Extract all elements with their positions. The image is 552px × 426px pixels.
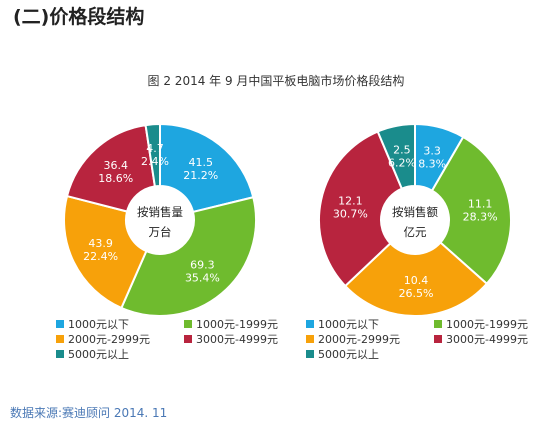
legend-label: 2000元-2999元 [68,333,150,346]
slice-value-label: 36.4 [103,159,128,172]
slice-percent-label: 30.7% [333,207,368,220]
donut-hole [126,186,194,254]
slice-value-label: 69.3 [190,259,215,272]
slice-value-label: 4.7 [146,142,164,155]
legend-item: 1000元-1999元 [434,316,528,332]
legend-item: 3000元-4999元 [184,331,278,347]
slice-percent-label: 21.2% [183,169,218,182]
legend-label: 5000元以上 [68,348,129,361]
legend-swatch [306,320,314,328]
slice-percent-label: 6.2% [388,156,416,169]
legend-item: 2000元-2999元 [56,331,150,347]
legend-item: 5000元以上 [56,346,129,362]
legend-label: 2000元-2999元 [318,333,400,346]
slice-percent-label: 2.4% [141,155,169,168]
slice-percent-label: 8.3% [418,157,446,170]
slice-percent-label: 18.6% [98,172,133,185]
slice-percent-label: 26.5% [399,287,434,300]
legend-label: 1000元-1999元 [196,318,278,331]
legend-label: 5000元以上 [318,348,379,361]
legend-item: 1000元以下 [306,316,379,332]
legend-item: 3000元-4999元 [434,331,528,347]
legend-swatch [56,335,64,343]
slice-value-label: 41.5 [189,156,214,169]
legend-item: 2000元-2999元 [306,331,400,347]
legend-swatch [434,335,442,343]
slice-percent-label: 22.4% [83,250,118,263]
center-label: 万台 [149,225,172,239]
legend-label: 1000元以下 [318,318,379,331]
donut-chart-2: 3.38.3% 11.128.3% 10.426.5% 12.130.7% 2.56.2… [318,122,512,317]
legend-right: 1000元以下 1000元-1999元 2000元-2999元 3000元-4999元… [306,316,546,364]
slice-percent-label: 35.4% [185,272,220,285]
slice-value-label: 10.4 [404,274,429,287]
legend-swatch [434,320,442,328]
legend-swatch [56,350,64,358]
legend-label: 1000元以下 [68,318,129,331]
donut-hole [381,186,449,254]
legend-item: 5000元以上 [306,346,379,362]
legend-left: 1000元以下 1000元-1999元 2000元-2999元 3000元-4999元… [56,316,286,364]
center-label: 按销售量 [137,205,183,219]
slice-value-label: 3.3 [423,144,441,157]
legend-label: 3000元-4999元 [196,333,278,346]
legend-swatch [306,350,314,358]
legend-swatch [184,320,192,328]
donut-chart-1: 41.521.2% 69.335.4% 43.922.4% 36.418.6% 4.72… [63,122,257,317]
legend-swatch [184,335,192,343]
legend-label: 1000元-1999元 [446,318,528,331]
figure-title: 图 2 2014 年 9 月中国平板电脑市场价格段结构 [147,74,405,88]
legend-item: 1000元以下 [56,316,129,332]
slice-value-label: 12.1 [338,194,363,207]
data-source: 数据来源:赛迪顾问 2014. 11 [10,406,168,420]
slice-value-label: 43.9 [88,237,113,250]
legend-swatch [56,320,64,328]
legend-swatch [306,335,314,343]
slice-value-label: 11.1 [468,198,493,211]
legend-label: 3000元-4999元 [446,333,528,346]
slice-value-label: 2.5 [393,143,411,156]
donut-charts: 41.521.2%69.335.4%43.922.4%36.418.6%4.72… [63,122,512,317]
center-label: 亿元 [404,225,427,239]
slice-percent-label: 28.3% [463,211,498,224]
section-heading: (二)价格段结构 [13,6,145,28]
center-label: 按销售额 [392,205,438,219]
legend-item: 1000元-1999元 [184,316,278,332]
